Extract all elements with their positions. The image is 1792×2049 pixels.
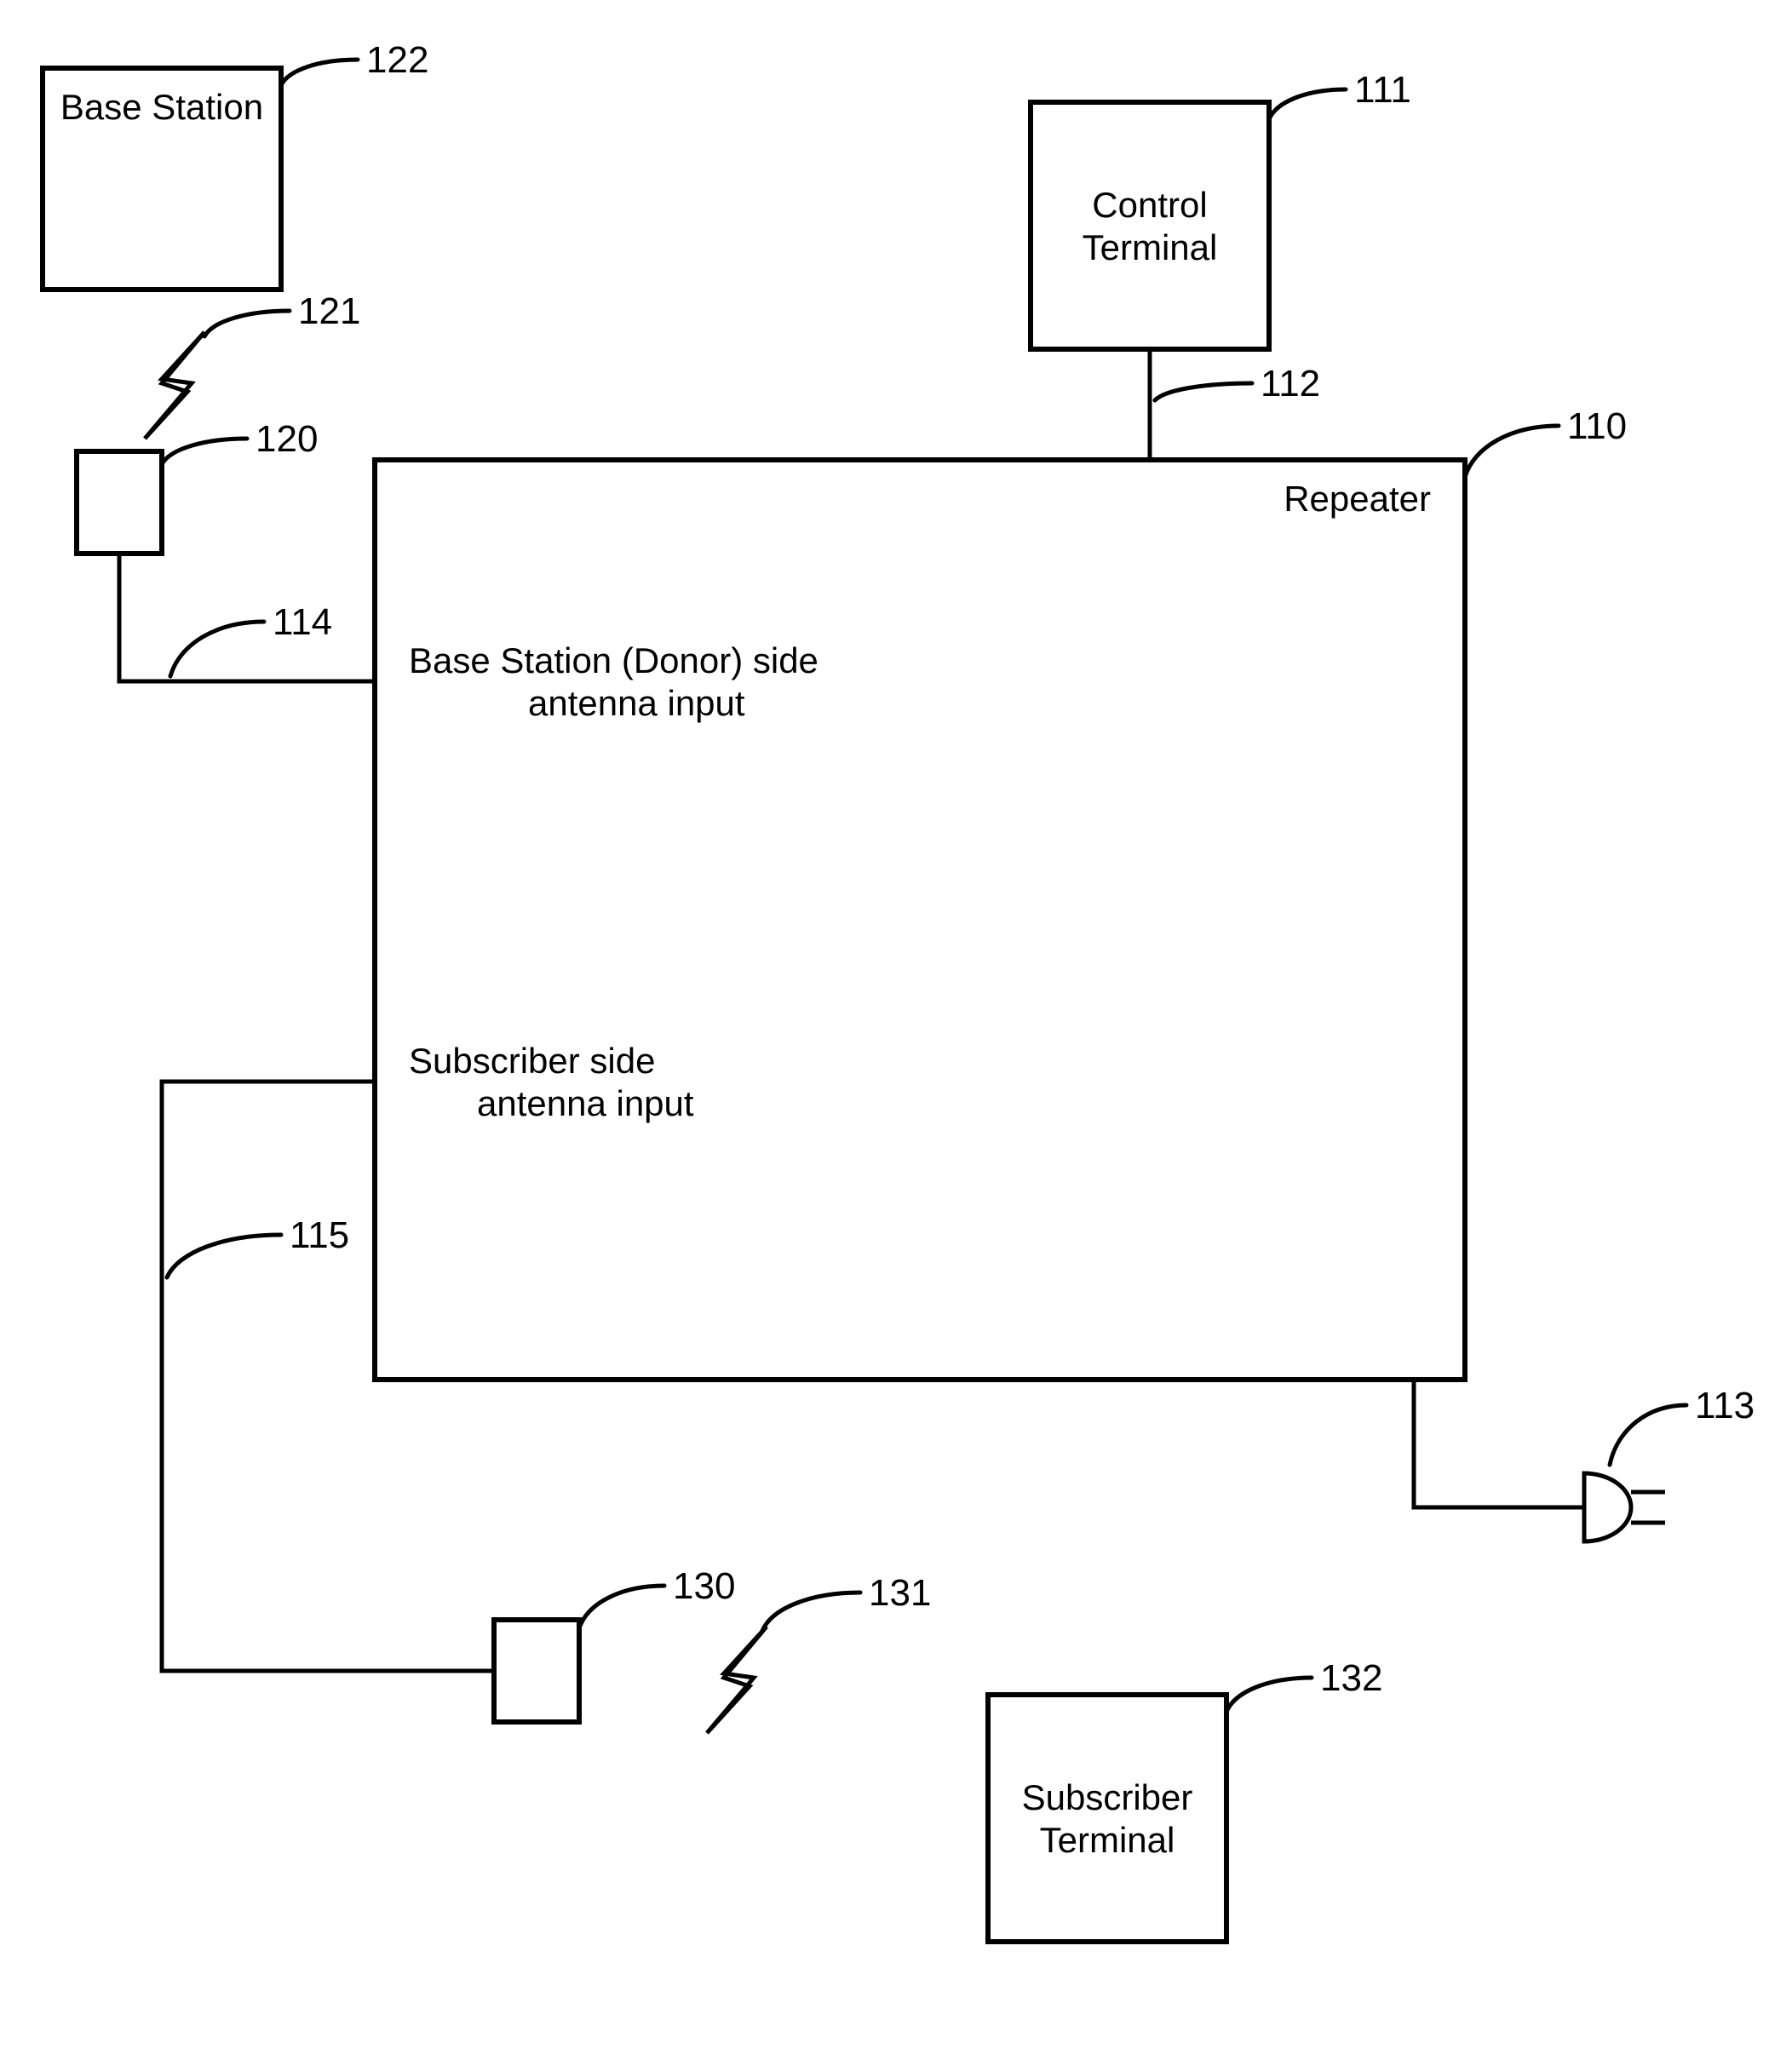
- lightning-bolt-top-icon: [145, 332, 204, 439]
- ref-121-leader: [204, 311, 290, 336]
- antenna-top-box: [77, 451, 162, 554]
- ref-120-leader: [162, 439, 247, 464]
- ref-111-ref: 111: [1354, 69, 1411, 111]
- ref-114-ref: 114: [273, 601, 332, 643]
- ref-122-ref: 122: [366, 39, 428, 81]
- wire-antenna-top-to-repeater: [119, 554, 375, 681]
- ref-130-ref: 130: [673, 1565, 735, 1607]
- ref-110-leader: [1465, 426, 1559, 477]
- control-terminal-box: [1031, 102, 1269, 349]
- antenna-bottom-box: [494, 1620, 579, 1722]
- repeater-title: Repeater: [1284, 479, 1431, 519]
- wire-power: [1414, 1380, 1584, 1507]
- ref-132-leader: [1226, 1678, 1312, 1712]
- donor-antenna-label-2: antenna input: [528, 683, 745, 723]
- base-station-label: Base Station: [60, 87, 263, 127]
- lightning-bolt-bottom-icon: [707, 1627, 767, 1733]
- subscriber-terminal-label-1: Subscriber: [1022, 1777, 1193, 1817]
- ref-132-ref: 132: [1320, 1657, 1382, 1699]
- subscriber-terminal-box: [988, 1695, 1226, 1942]
- ref-115-leader: [167, 1235, 281, 1277]
- ref-113-ref: 113: [1695, 1385, 1755, 1426]
- control-terminal-label-2: Terminal: [1083, 227, 1218, 267]
- ref-131-leader: [762, 1593, 860, 1631]
- power-plug-body-icon: [1584, 1473, 1631, 1541]
- ref-131-ref: 131: [869, 1572, 931, 1614]
- ref-113-leader: [1610, 1405, 1686, 1465]
- ref-122-leader: [281, 60, 358, 85]
- subscriber-terminal-label-2: Terminal: [1040, 1820, 1175, 1860]
- ref-130-leader: [579, 1586, 664, 1628]
- control-terminal-label-1: Control: [1092, 185, 1207, 225]
- ref-112-leader: [1155, 383, 1252, 400]
- subscriber-antenna-label-1: Subscriber side: [409, 1041, 655, 1081]
- ref-110-ref: 110: [1567, 405, 1627, 447]
- ref-120-ref: 120: [256, 418, 318, 460]
- repeater-box: [375, 460, 1465, 1380]
- ref-114-leader: [170, 622, 264, 676]
- ref-111-leader: [1269, 89, 1346, 119]
- ref-112-ref: 112: [1261, 363, 1320, 405]
- ref-121-ref: 121: [298, 290, 360, 332]
- donor-antenna-label-1: Base Station (Donor) side: [409, 640, 818, 680]
- ref-115-ref: 115: [290, 1214, 349, 1256]
- subscriber-antenna-label-2: antenna input: [477, 1083, 694, 1123]
